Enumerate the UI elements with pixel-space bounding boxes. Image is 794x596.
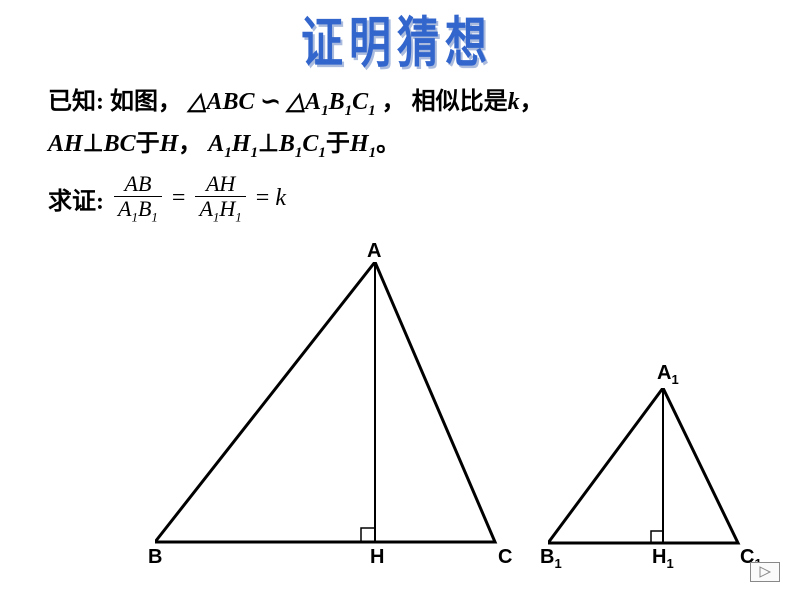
- triangle-small: [548, 388, 748, 558]
- ratio-text: 相似比是: [412, 89, 508, 115]
- label-a1: A1: [657, 362, 679, 387]
- label-h: H: [370, 546, 384, 569]
- ratio-k: k: [508, 89, 520, 115]
- equals-k: k: [275, 185, 286, 212]
- similar-symbol: ∽: [260, 89, 280, 115]
- label-c: C: [498, 546, 512, 569]
- label-h1: H1: [652, 546, 674, 571]
- play-icon: [758, 566, 772, 578]
- given-line2: AH⊥BC于H， A1H1⊥B1C1于H1。: [48, 124, 544, 166]
- triangle-abc: △ABC: [188, 89, 254, 115]
- equals-2: =: [256, 185, 270, 212]
- label-a: A: [367, 240, 381, 263]
- prove-statement: 求证: AB A1B1 = AH A1H1 = k: [48, 172, 286, 225]
- next-slide-button[interactable]: [750, 562, 780, 582]
- given-line1: 已知: 如图， △ABC ∽ △A1B1C1 ， 相似比是k，: [48, 82, 544, 124]
- fraction-ab: AB A1B1: [114, 172, 162, 225]
- given-text: 已知: 如图， △ABC ∽ △A1B1C1 ， 相似比是k， AH⊥BC于H，…: [48, 82, 544, 167]
- given-prefix: 已知: 如图，: [48, 89, 182, 115]
- triangle-large: [155, 262, 515, 562]
- equals-1: =: [172, 185, 186, 212]
- label-b: B: [148, 546, 162, 569]
- triangle-small-svg: [548, 388, 748, 558]
- triangle-large-svg: [155, 262, 515, 562]
- ah-text: AH: [48, 131, 83, 157]
- slide-title: 证明猜想: [301, 0, 493, 78]
- triangle-a1b1c1: △A1B1C1: [287, 89, 382, 115]
- fraction-ah: AH A1H1: [195, 172, 245, 225]
- prove-label: 求证:: [48, 181, 104, 216]
- label-b1: B1: [540, 546, 562, 571]
- a1h1-text: A1H1: [208, 131, 258, 157]
